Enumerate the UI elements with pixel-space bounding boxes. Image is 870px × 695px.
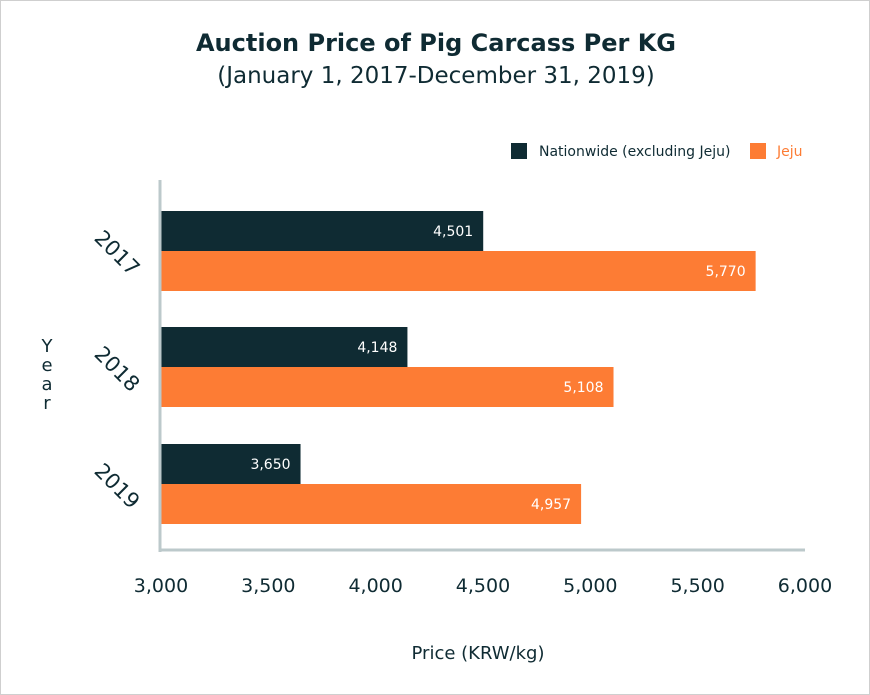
category-label-2017: 2017	[90, 226, 145, 281]
bar-nationwide-2017	[161, 211, 484, 251]
bars-layer: 4,501 4,148 3,650 5,770 5,108 4,957	[161, 211, 756, 524]
y-axis-title-letter: r	[43, 393, 51, 414]
category-labels-layer: 2017 2018 2019	[90, 226, 145, 514]
legend: Nationwide (excluding Jeju) Jeju	[511, 143, 803, 160]
legend-label-nationwide: Nationwide (excluding Jeju)	[539, 144, 730, 160]
bar-jeju-2018	[161, 367, 614, 407]
x-axis-title: Price (KRW/kg)	[412, 643, 545, 664]
value-label-nationwide-2017: 4,501	[433, 224, 473, 240]
chart-title: Auction Price of Pig Carcass Per KG	[195, 29, 676, 57]
axes-layer	[158, 180, 805, 552]
bar-nationwide-2019	[161, 444, 301, 484]
x-tick-label: 3,500	[241, 575, 295, 597]
chart-subtitle: (January 1, 2017-December 31, 2019)	[217, 63, 655, 89]
tick-labels-layer: 3,000 3,500 4,000 4,500 5,000 5,500 6,000	[134, 575, 832, 597]
y-axis-title-letter: a	[41, 374, 52, 395]
x-tick-label: 4,500	[456, 575, 510, 597]
legend-swatch-nationwide	[511, 143, 527, 159]
x-tick-label: 6,000	[778, 575, 832, 597]
value-label-jeju-2017: 5,770	[706, 264, 746, 280]
bar-nationwide-2018	[161, 327, 408, 367]
legend-label-jeju: Jeju	[776, 144, 803, 160]
x-tick-label: 5,000	[563, 575, 617, 597]
y-axis-title-letter: Y	[41, 336, 54, 357]
x-tick-label: 5,500	[670, 575, 724, 597]
value-label-jeju-2018: 5,108	[563, 380, 603, 396]
y-axis-title-letter: e	[41, 355, 52, 376]
value-label-nationwide-2019: 3,650	[250, 457, 290, 473]
bar-jeju-2017	[161, 251, 756, 291]
category-label-2018: 2018	[90, 342, 145, 397]
x-tick-label: 3,000	[134, 575, 188, 597]
category-label-2019: 2019	[90, 459, 145, 514]
value-label-nationwide-2018: 4,148	[357, 340, 397, 356]
bar-jeju-2019	[161, 484, 582, 524]
value-label-jeju-2019: 4,957	[531, 497, 571, 513]
x-tick-label: 4,000	[348, 575, 402, 597]
legend-swatch-jeju	[750, 143, 766, 159]
